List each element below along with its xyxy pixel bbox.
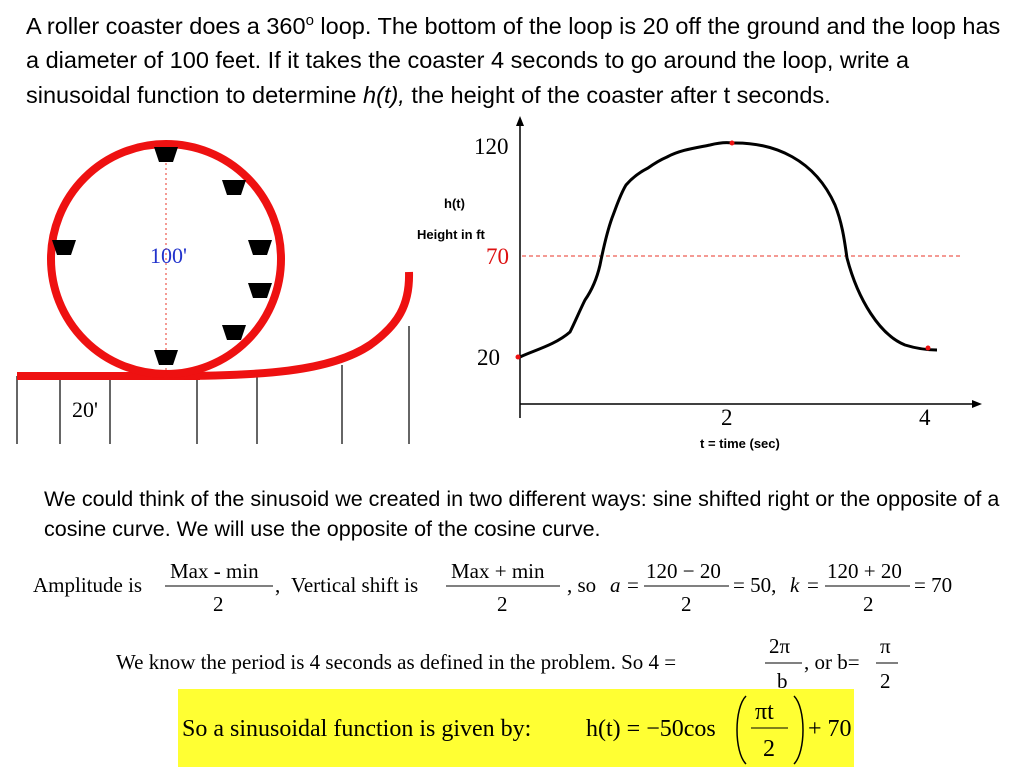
roller-coaster-diagram: 100' 20' xyxy=(16,140,414,444)
y-max-label: 120 xyxy=(474,134,509,159)
max-point-dot xyxy=(729,140,735,146)
comma: , xyxy=(275,573,280,597)
degree-symbol: o xyxy=(305,12,314,29)
or-b-text: , or b= xyxy=(804,650,860,674)
k-result: = 70 xyxy=(914,573,952,597)
k-variable: k xyxy=(790,573,800,597)
a-numerator: 120 − 20 xyxy=(646,559,721,583)
problem-statement: A roller coaster does a 360o loop. The b… xyxy=(26,4,1006,112)
coaster-car xyxy=(52,240,76,255)
b-denominator: 2 xyxy=(880,669,891,693)
end-point-dot xyxy=(925,345,931,351)
period-numerator: 2π xyxy=(769,634,791,658)
height-graph: 120 70 20 h(t) Height in ft 2 4 t = time… xyxy=(417,116,982,451)
support-posts xyxy=(16,326,410,444)
answer-lhs: h(t) = −50cos xyxy=(586,716,716,742)
vshift-numerator: Max + min xyxy=(451,559,545,583)
so-text: , so xyxy=(567,573,596,597)
argument-numerator: πt xyxy=(755,699,774,725)
amplitude-denominator: 2 xyxy=(213,592,224,616)
period-denominator: b xyxy=(777,669,788,693)
coaster-car xyxy=(154,350,178,365)
y-axis-title-1: h(t) xyxy=(444,196,465,211)
coaster-car xyxy=(154,147,178,162)
x-axis-arrow xyxy=(972,400,982,408)
problem-text-1: A roller coaster does a 360 xyxy=(26,12,306,39)
answer-rhs: + 70 xyxy=(808,716,852,742)
a-equals: = xyxy=(627,573,639,597)
y-mid-label: 70 xyxy=(486,244,509,269)
vertical-shift-label: Vertical shift is xyxy=(291,573,418,597)
coaster-cars xyxy=(52,147,272,365)
k-numerator: 120 + 20 xyxy=(827,559,902,583)
loop-track xyxy=(47,140,285,378)
coaster-car xyxy=(222,325,246,340)
x-tick-4: 4 xyxy=(919,405,931,430)
diameter-label: 100' xyxy=(150,243,187,268)
period-equation: We know the period is 4 seconds as defin… xyxy=(116,634,898,693)
right-paren xyxy=(793,695,804,765)
start-point-dot xyxy=(515,354,521,360)
x-tick-2: 2 xyxy=(721,405,733,430)
x-axis-title: t = time (sec) xyxy=(700,436,780,451)
y-axis-title-2: Height in ft xyxy=(417,227,486,242)
vshift-denominator: 2 xyxy=(497,592,508,616)
argument-denominator: 2 xyxy=(763,736,775,762)
left-paren xyxy=(736,695,747,765)
amplitude-numerator: Max - min xyxy=(170,559,259,583)
explanation-paragraph: We could think of the sinusoid we create… xyxy=(44,487,1000,541)
a-denominator: 2 xyxy=(681,592,692,616)
answer-lead: So a sinusoidal function is given by: xyxy=(182,716,531,742)
height-curve xyxy=(519,141,938,359)
period-text: We know the period is 4 seconds as defin… xyxy=(116,650,676,674)
problem-function-name: h(t), xyxy=(363,81,405,108)
k-denominator: 2 xyxy=(863,592,874,616)
amplitude-shift-equation: Amplitude is Max - min 2 , Vertical shif… xyxy=(33,559,952,616)
ground-height-label: 20' xyxy=(72,397,98,422)
y-min-label: 20 xyxy=(477,345,500,370)
problem-text-3: the height of the coaster after t second… xyxy=(404,81,831,108)
final-answer: So a sinusoidal function is given by: h(… xyxy=(182,695,852,765)
coaster-car xyxy=(248,283,272,298)
b-numerator: π xyxy=(880,634,891,658)
problem-text-2: loop. The bottom of the loop is 20 off t… xyxy=(26,12,1001,108)
a-variable: a xyxy=(610,573,621,597)
k-equals: = xyxy=(807,573,819,597)
coaster-car xyxy=(222,180,246,195)
y-axis-arrow xyxy=(516,116,524,126)
coaster-car xyxy=(248,240,272,255)
amplitude-label: Amplitude is xyxy=(33,573,142,597)
a-result: = 50, xyxy=(733,573,776,597)
track-exit-curve xyxy=(167,271,414,380)
